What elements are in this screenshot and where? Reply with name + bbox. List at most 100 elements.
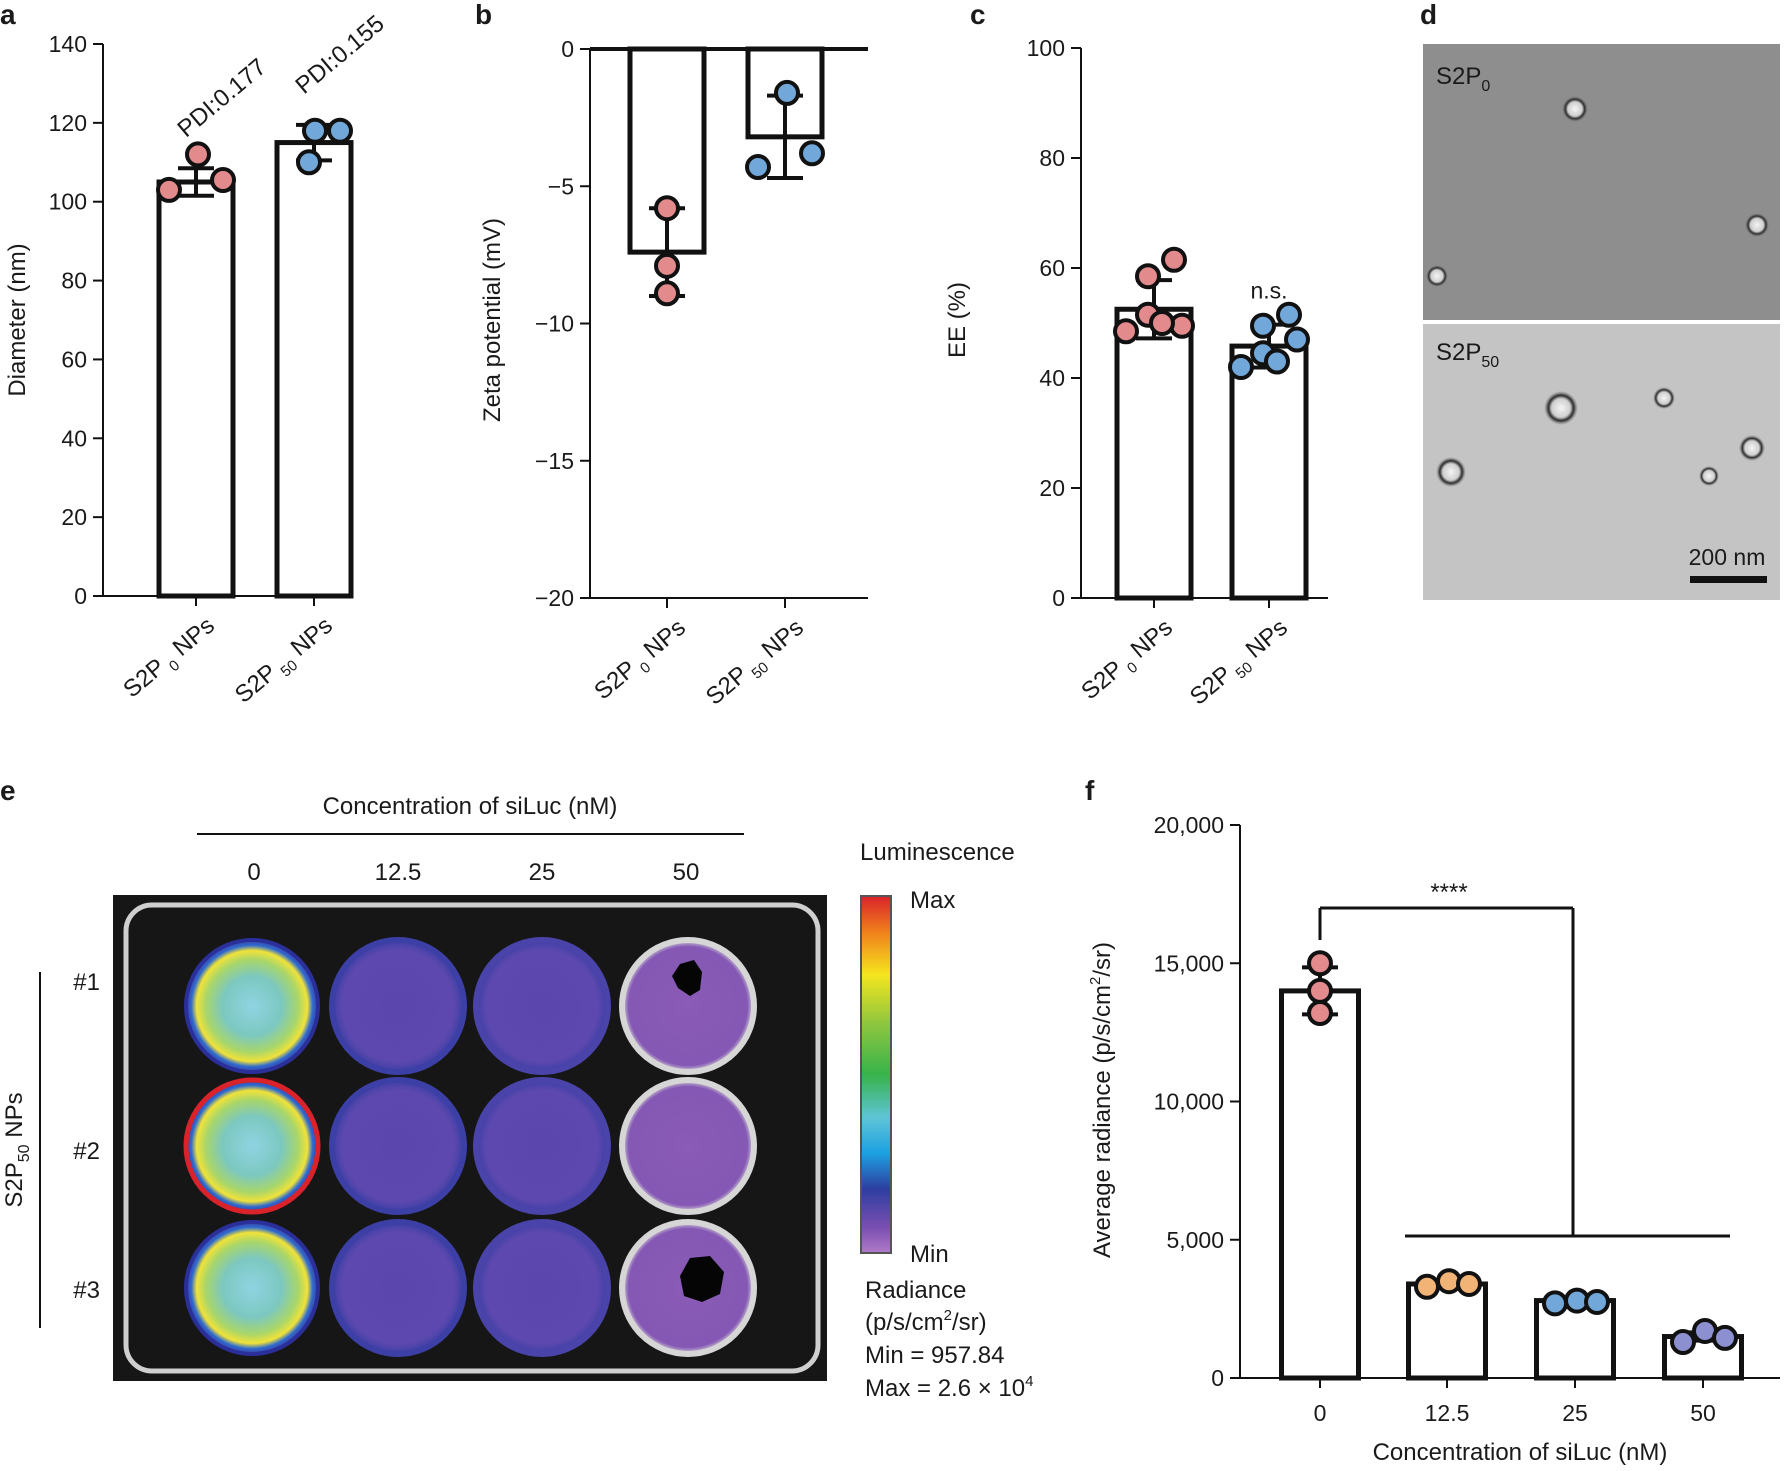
data-point <box>327 117 353 144</box>
data-point <box>654 252 680 279</box>
data-point <box>1284 326 1310 353</box>
plate-artifact <box>672 960 702 996</box>
panel-letter-f: f <box>1085 775 1095 806</box>
bar <box>1279 988 1361 1381</box>
bar <box>156 179 236 599</box>
plate-well <box>619 1077 757 1215</box>
x-tick-label: S2P 0 NPs <box>118 612 223 707</box>
y-tick-label: 10,000 <box>1154 1089 1224 1115</box>
y-tick-label: 20 <box>1039 475 1065 501</box>
luminescence-panel: Concentration of siLuc (nM) 0 12.5 25 50… <box>1 793 1033 1402</box>
tem-particle <box>1562 96 1588 122</box>
tem-panel: S2P0 S2P50 200 nm <box>1423 44 1780 600</box>
legend-radiance-units: (p/s/cm2/sr) <box>865 1307 987 1336</box>
plate-col-label: 25 <box>529 859 556 886</box>
tem-scale-bar <box>1690 576 1767 583</box>
bar <box>274 140 354 599</box>
y-tick-label: 15,000 <box>1154 950 1224 976</box>
plate-well <box>619 937 757 1075</box>
panel-letter-d: d <box>1420 0 1437 30</box>
data-point <box>1542 1290 1568 1317</box>
y-axis-label: EE (%) <box>944 282 971 358</box>
y-tick-label: −5 <box>548 173 574 199</box>
data-point <box>1307 1000 1333 1027</box>
plate-well <box>473 1219 611 1357</box>
plate-row-label: #2 <box>73 1138 100 1165</box>
bar <box>1229 343 1309 601</box>
y-tick-label: −15 <box>535 448 574 474</box>
data-point <box>302 117 328 144</box>
y-tick-label: 40 <box>1039 365 1065 391</box>
legend-min: Min <box>910 1241 949 1268</box>
y-tick-label: 20 <box>61 504 87 530</box>
tem-particle <box>1745 213 1769 237</box>
x-tick-label: S2P 50 NPs <box>230 612 341 713</box>
plate-well <box>329 1219 467 1357</box>
legend-radiance: Radiance <box>865 1277 966 1304</box>
y-tick-label: 0 <box>74 583 87 609</box>
data-point <box>745 154 771 181</box>
data-point <box>654 195 680 222</box>
x-tick-label: S2P 0 NPs <box>589 614 694 709</box>
plate-well <box>473 937 611 1075</box>
y-axis-label: Diameter (nm) <box>4 243 31 396</box>
x-tick-label: 12.5 <box>1425 1400 1470 1426</box>
tem-image-top <box>1423 44 1780 320</box>
y-tick-label: −10 <box>535 311 574 337</box>
plate-well <box>329 937 467 1075</box>
data-point <box>185 141 211 168</box>
data-point <box>1584 1288 1610 1315</box>
data-point <box>1307 977 1333 1004</box>
y-tick-label: 0 <box>561 36 574 62</box>
data-point <box>1228 354 1254 380</box>
plate-col-label: 50 <box>673 859 700 886</box>
plate-well <box>184 938 320 1074</box>
x-tick-label: S2P 50 NPs <box>1185 614 1296 715</box>
x-tick-label: 50 <box>1690 1400 1716 1426</box>
y-tick-label: 0 <box>1211 1365 1224 1391</box>
y-tick-label: 60 <box>1039 255 1065 281</box>
data-point <box>1135 263 1161 290</box>
data-point <box>1113 318 1139 345</box>
data-point <box>1712 1324 1738 1351</box>
panel-letter-e: e <box>0 775 16 806</box>
y-tick-label: 5,000 <box>1166 1227 1224 1253</box>
legend-title: Luminescence <box>860 839 1015 866</box>
data-point <box>1414 1273 1440 1300</box>
data-point <box>1161 246 1187 273</box>
plate-frame <box>123 902 821 1374</box>
chart-encapsulation-efficiency: 0 20 40 60 80 100 EE (%) S2P 0 NPs n.s. S2P 50 NP… <box>944 35 1328 715</box>
data-point <box>210 167 236 194</box>
chart-diameter: 0 20 40 60 80 100 120 140 Diameter (nm) PDI:0.177… <box>4 10 390 713</box>
y-tick-label: −20 <box>535 585 574 611</box>
plate-well <box>183 1077 321 1215</box>
x-tick-label: 25 <box>1562 1400 1588 1426</box>
bar-annotation: n.s. <box>1250 278 1287 304</box>
plate-group-label: S2P50 NPs <box>1 1092 33 1207</box>
tem-scale-label: 200 nm <box>1689 544 1766 570</box>
significance-label: **** <box>1430 879 1467 906</box>
panel-letter-b: b <box>475 0 492 30</box>
plate-col-label: 12.5 <box>375 859 422 886</box>
x-axis-label: Concentration of siLuc (nM) <box>1373 1439 1668 1466</box>
chart-zeta-potential: 0 −5 −10 −15 −20 Zeta potential (mV) S2P 0 NPs… <box>479 36 868 711</box>
panel-letter-c: c <box>970 0 986 30</box>
plate-header: Concentration of siLuc (nM) <box>323 793 618 820</box>
bar-annotation: PDI:0.177 <box>173 54 272 143</box>
bar <box>1406 1281 1488 1381</box>
data-point <box>1670 1329 1696 1356</box>
plate-artifact <box>680 1256 724 1302</box>
y-tick-label: 40 <box>61 425 87 451</box>
tem-bottom-label: S2P50 <box>1436 339 1499 371</box>
data-point <box>1250 312 1276 339</box>
plate-row-label: #3 <box>73 1277 100 1304</box>
data-point <box>1456 1270 1482 1297</box>
y-tick-label: 140 <box>49 31 87 57</box>
plate-well <box>473 1077 611 1215</box>
data-point <box>156 176 182 203</box>
tem-particle <box>1699 466 1719 486</box>
plate-well <box>329 1077 467 1215</box>
y-axis-label: Average radiance (p/s/cm2/sr) <box>1087 942 1116 1258</box>
plate-well <box>184 1220 320 1356</box>
chart-average-radiance: 0 5,000 10,000 15,000 20,000 Average radiance… <box>1087 812 1780 1466</box>
